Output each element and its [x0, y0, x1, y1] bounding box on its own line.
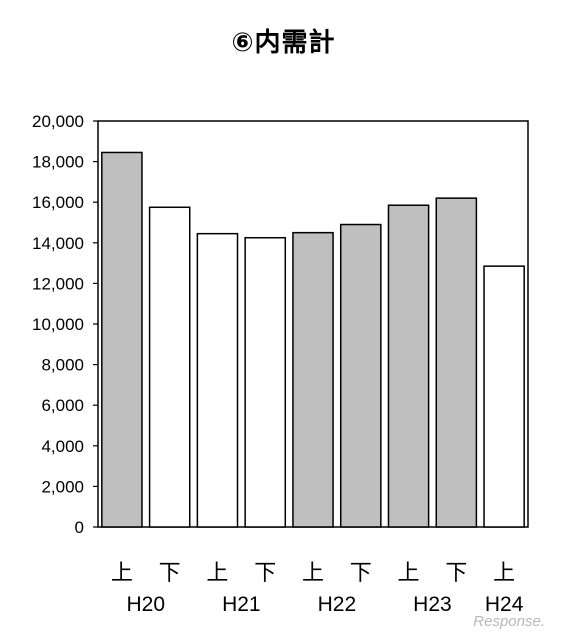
y-tick-label: 18,000	[32, 153, 84, 172]
watermark-logo: Response.	[473, 613, 545, 630]
bar	[148, 206, 191, 528]
x-category-label: 上	[302, 561, 324, 586]
x-group-label: H24	[485, 593, 524, 616]
bar	[339, 223, 382, 528]
y-tick-label: 16,000	[32, 193, 84, 212]
x-category-label: 上	[398, 561, 420, 586]
y-tick-label: 2,000	[41, 477, 84, 496]
x-category-label: 下	[254, 561, 276, 586]
x-group-label: H22	[318, 593, 357, 616]
x-category-label: 下	[350, 561, 372, 586]
x-category-label: 上	[493, 561, 515, 586]
y-tick-label: 4,000	[41, 437, 84, 456]
bar	[244, 236, 287, 528]
bar	[101, 151, 143, 528]
x-group-label: H20	[127, 593, 166, 616]
x-group-label: H21	[222, 593, 261, 616]
y-tick-label: 8,000	[41, 356, 84, 375]
bar	[483, 265, 525, 528]
bar	[196, 232, 239, 528]
y-tick-label: 0	[75, 518, 84, 537]
chart-title: ⑥内需計	[231, 28, 336, 58]
y-tick-label: 10,000	[32, 315, 84, 334]
bar	[435, 197, 478, 528]
y-tick-label: 12,000	[32, 274, 84, 293]
y-tick-label: 14,000	[32, 234, 84, 253]
y-tick-label: 6,000	[41, 396, 84, 415]
x-category-label: 上	[111, 561, 133, 586]
x-category-label: 下	[159, 561, 181, 586]
x-group-label: H23	[413, 593, 452, 616]
y-tick-label: 20,000	[32, 112, 84, 131]
bar	[292, 231, 334, 528]
bar	[387, 204, 430, 528]
x-category-label: 上	[206, 561, 228, 586]
x-category-label: 下	[445, 561, 467, 586]
